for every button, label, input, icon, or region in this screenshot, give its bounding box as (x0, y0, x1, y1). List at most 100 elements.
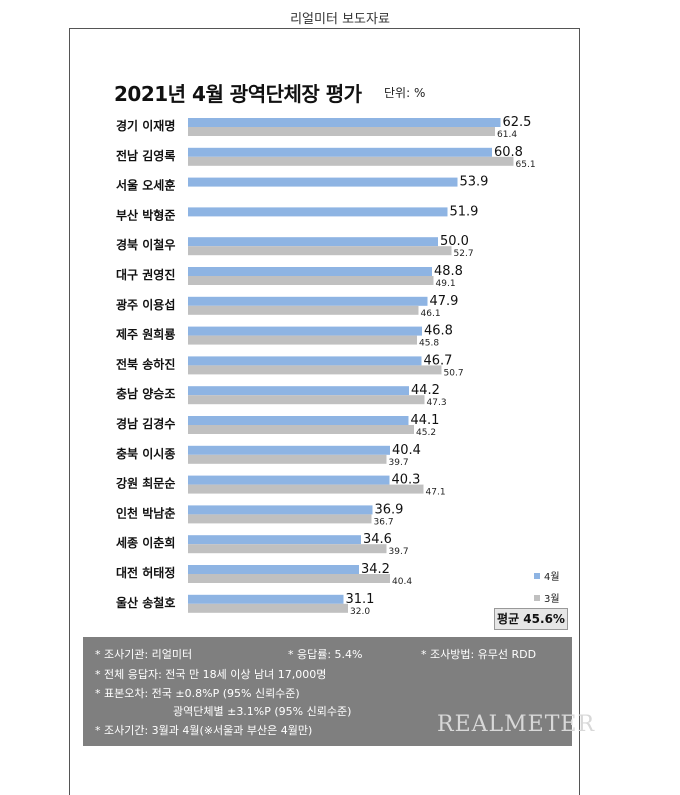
bar-april (188, 118, 501, 127)
value-label-april: 62.5 (503, 115, 532, 130)
value-label-march: 36.7 (374, 517, 394, 527)
value-label-march: 45.2 (416, 428, 436, 438)
legend-item-march: 3월 (534, 590, 560, 605)
legend-swatch-march (534, 594, 540, 601)
bar-april (188, 475, 390, 485)
bar-march (188, 335, 417, 345)
value-label-march: 52.7 (454, 249, 474, 259)
bar-april (188, 565, 359, 574)
value-label-april: 46.7 (424, 353, 453, 368)
value-label-march: 45.8 (419, 339, 439, 349)
bar-march (188, 276, 434, 285)
value-label-march: 46.1 (421, 309, 441, 319)
bar-april (188, 445, 390, 455)
info-sampling-error: * 표본오차: 전국 ±0.8%P (95% 신뢰수준) (95, 687, 300, 700)
legend-swatch-april (534, 572, 540, 579)
category-label: 강원 최문순 (116, 476, 175, 491)
bar-april (188, 535, 361, 545)
bar-april (188, 386, 409, 396)
category-label: 인천 박남춘 (116, 505, 175, 520)
survey-info-box: * 조사기관: 리얼미터 * 응답률: 5.4% * 조사방법: 유무선 RDD… (83, 637, 572, 746)
value-label-april: 53.9 (460, 175, 489, 190)
value-label-april: 31.1 (346, 592, 375, 607)
bar-march (188, 365, 442, 375)
category-label: 충북 이시종 (116, 446, 175, 461)
bar-march (188, 514, 372, 524)
bar-april (188, 594, 344, 604)
value-label-april: 51.9 (450, 204, 479, 219)
bar-april (188, 416, 409, 425)
value-label-april: 60.8 (494, 145, 523, 160)
value-label-april: 40.3 (392, 473, 421, 488)
value-label-april: 34.6 (363, 532, 392, 547)
bar-march (188, 156, 514, 166)
bar-march (188, 425, 414, 434)
value-label-march: 65.1 (516, 160, 536, 170)
category-label: 울산 송철호 (116, 595, 175, 610)
bar-march (188, 246, 452, 256)
category-label: 대전 허태정 (116, 565, 175, 580)
chart-title: 2021년 4월 광역단체장 평가 (114, 82, 362, 106)
category-label: 경북 이철우 (116, 237, 175, 252)
bar-april (188, 237, 438, 247)
category-label: 부산 박형준 (116, 207, 175, 222)
bar-april (188, 177, 458, 187)
value-label-april: 34.2 (361, 562, 390, 577)
bar-april (188, 207, 448, 217)
bar-march (188, 544, 387, 554)
value-label-march: 32.0 (350, 607, 370, 617)
value-label-april: 50.0 (440, 234, 469, 249)
category-label: 대구 권영진 (116, 267, 175, 282)
category-label: 경남 김경수 (116, 416, 175, 431)
category-label: 제주 원희룡 (116, 327, 175, 342)
category-label: 세종 이춘희 (116, 535, 175, 550)
value-label-march: 50.7 (444, 368, 464, 378)
category-label: 전남 김영록 (116, 148, 175, 163)
category-label: 충남 양승조 (116, 386, 175, 401)
info-period: * 조사기간: 3월과 4월(※서울과 부산은 4월만) (95, 724, 313, 737)
category-label: 경기 이재명 (116, 118, 175, 133)
bar-april (188, 267, 432, 276)
value-label-march: 47.3 (427, 398, 447, 408)
category-label: 서울 오세훈 (116, 178, 175, 193)
bar-march (188, 454, 387, 464)
bar-april (188, 147, 492, 157)
legend-label-april: 4월 (544, 572, 560, 583)
legend-item-april: 4월 (534, 568, 560, 583)
bar-march (188, 127, 495, 136)
value-label-april: 44.1 (411, 413, 440, 428)
category-label: 광주 이용섭 (116, 297, 175, 312)
value-label-april: 47.9 (430, 294, 459, 309)
info-method: * 조사방법: 유무선 RDD (421, 648, 537, 661)
legend-label-march: 3월 (544, 594, 560, 605)
bar-march (188, 484, 424, 494)
value-label-march: 47.1 (426, 488, 446, 498)
value-label-march: 49.1 (436, 279, 456, 289)
info-response-rate: * 응답률: 5.4% (288, 648, 363, 661)
info-agency: * 조사기관: 리얼미터 (95, 648, 193, 661)
bar-april (188, 505, 373, 515)
info-regional-error: 광역단체별 ±3.1%P (95% 신뢰수준) (173, 705, 352, 718)
chart-legend: 4월 3월 (534, 568, 560, 612)
bar-march (188, 395, 425, 405)
value-label-april: 46.8 (424, 324, 453, 339)
value-label-april: 36.9 (375, 502, 404, 517)
bar-march (188, 574, 390, 583)
info-respondents: * 전체 응답자: 전국 만 18세 이상 남녀 17,000명 (95, 668, 327, 681)
bar-march (188, 305, 419, 315)
bar-april (188, 356, 422, 366)
value-label-april: 40.4 (392, 443, 421, 458)
value-label-march: 39.7 (389, 458, 409, 468)
average-badge: 평균 45.6% (494, 608, 568, 630)
realmeter-logo: REALMETER (437, 712, 596, 737)
category-label: 전북 송하진 (116, 356, 175, 371)
bar-march (188, 603, 348, 613)
value-label-april: 44.2 (411, 383, 440, 398)
value-label-march: 40.4 (392, 577, 412, 587)
value-label-april: 48.8 (434, 264, 463, 279)
page-header: 리얼미터 보도자료 (290, 12, 390, 27)
bar-april (188, 326, 422, 336)
unit-label: 단위: % (384, 86, 426, 100)
bar-april (188, 296, 428, 306)
